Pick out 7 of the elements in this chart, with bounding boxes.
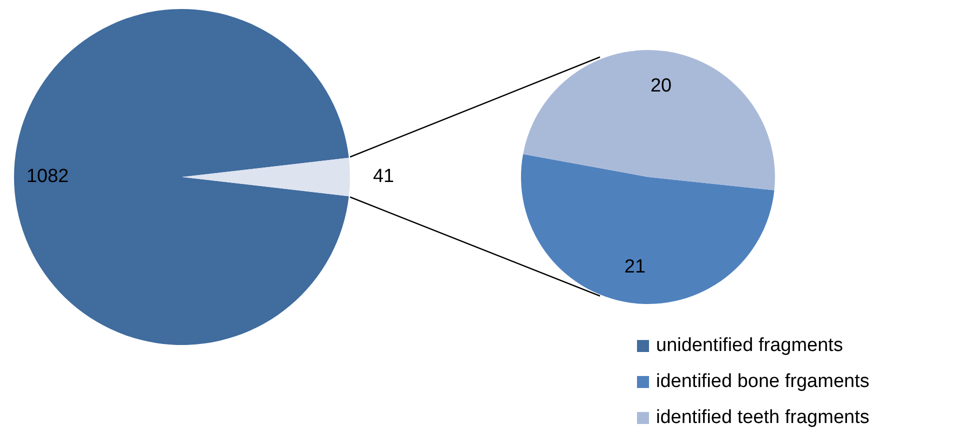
data-label: 20 [650, 76, 672, 97]
legend-label: unidentified fragments [656, 335, 843, 357]
legend-label: identified teeth fragments [656, 407, 870, 429]
data-label: 21 [624, 256, 646, 278]
data-label: 41 [372, 166, 394, 188]
legend-label: identified bone frgaments [656, 371, 870, 393]
data-label: 1082 [26, 166, 69, 188]
